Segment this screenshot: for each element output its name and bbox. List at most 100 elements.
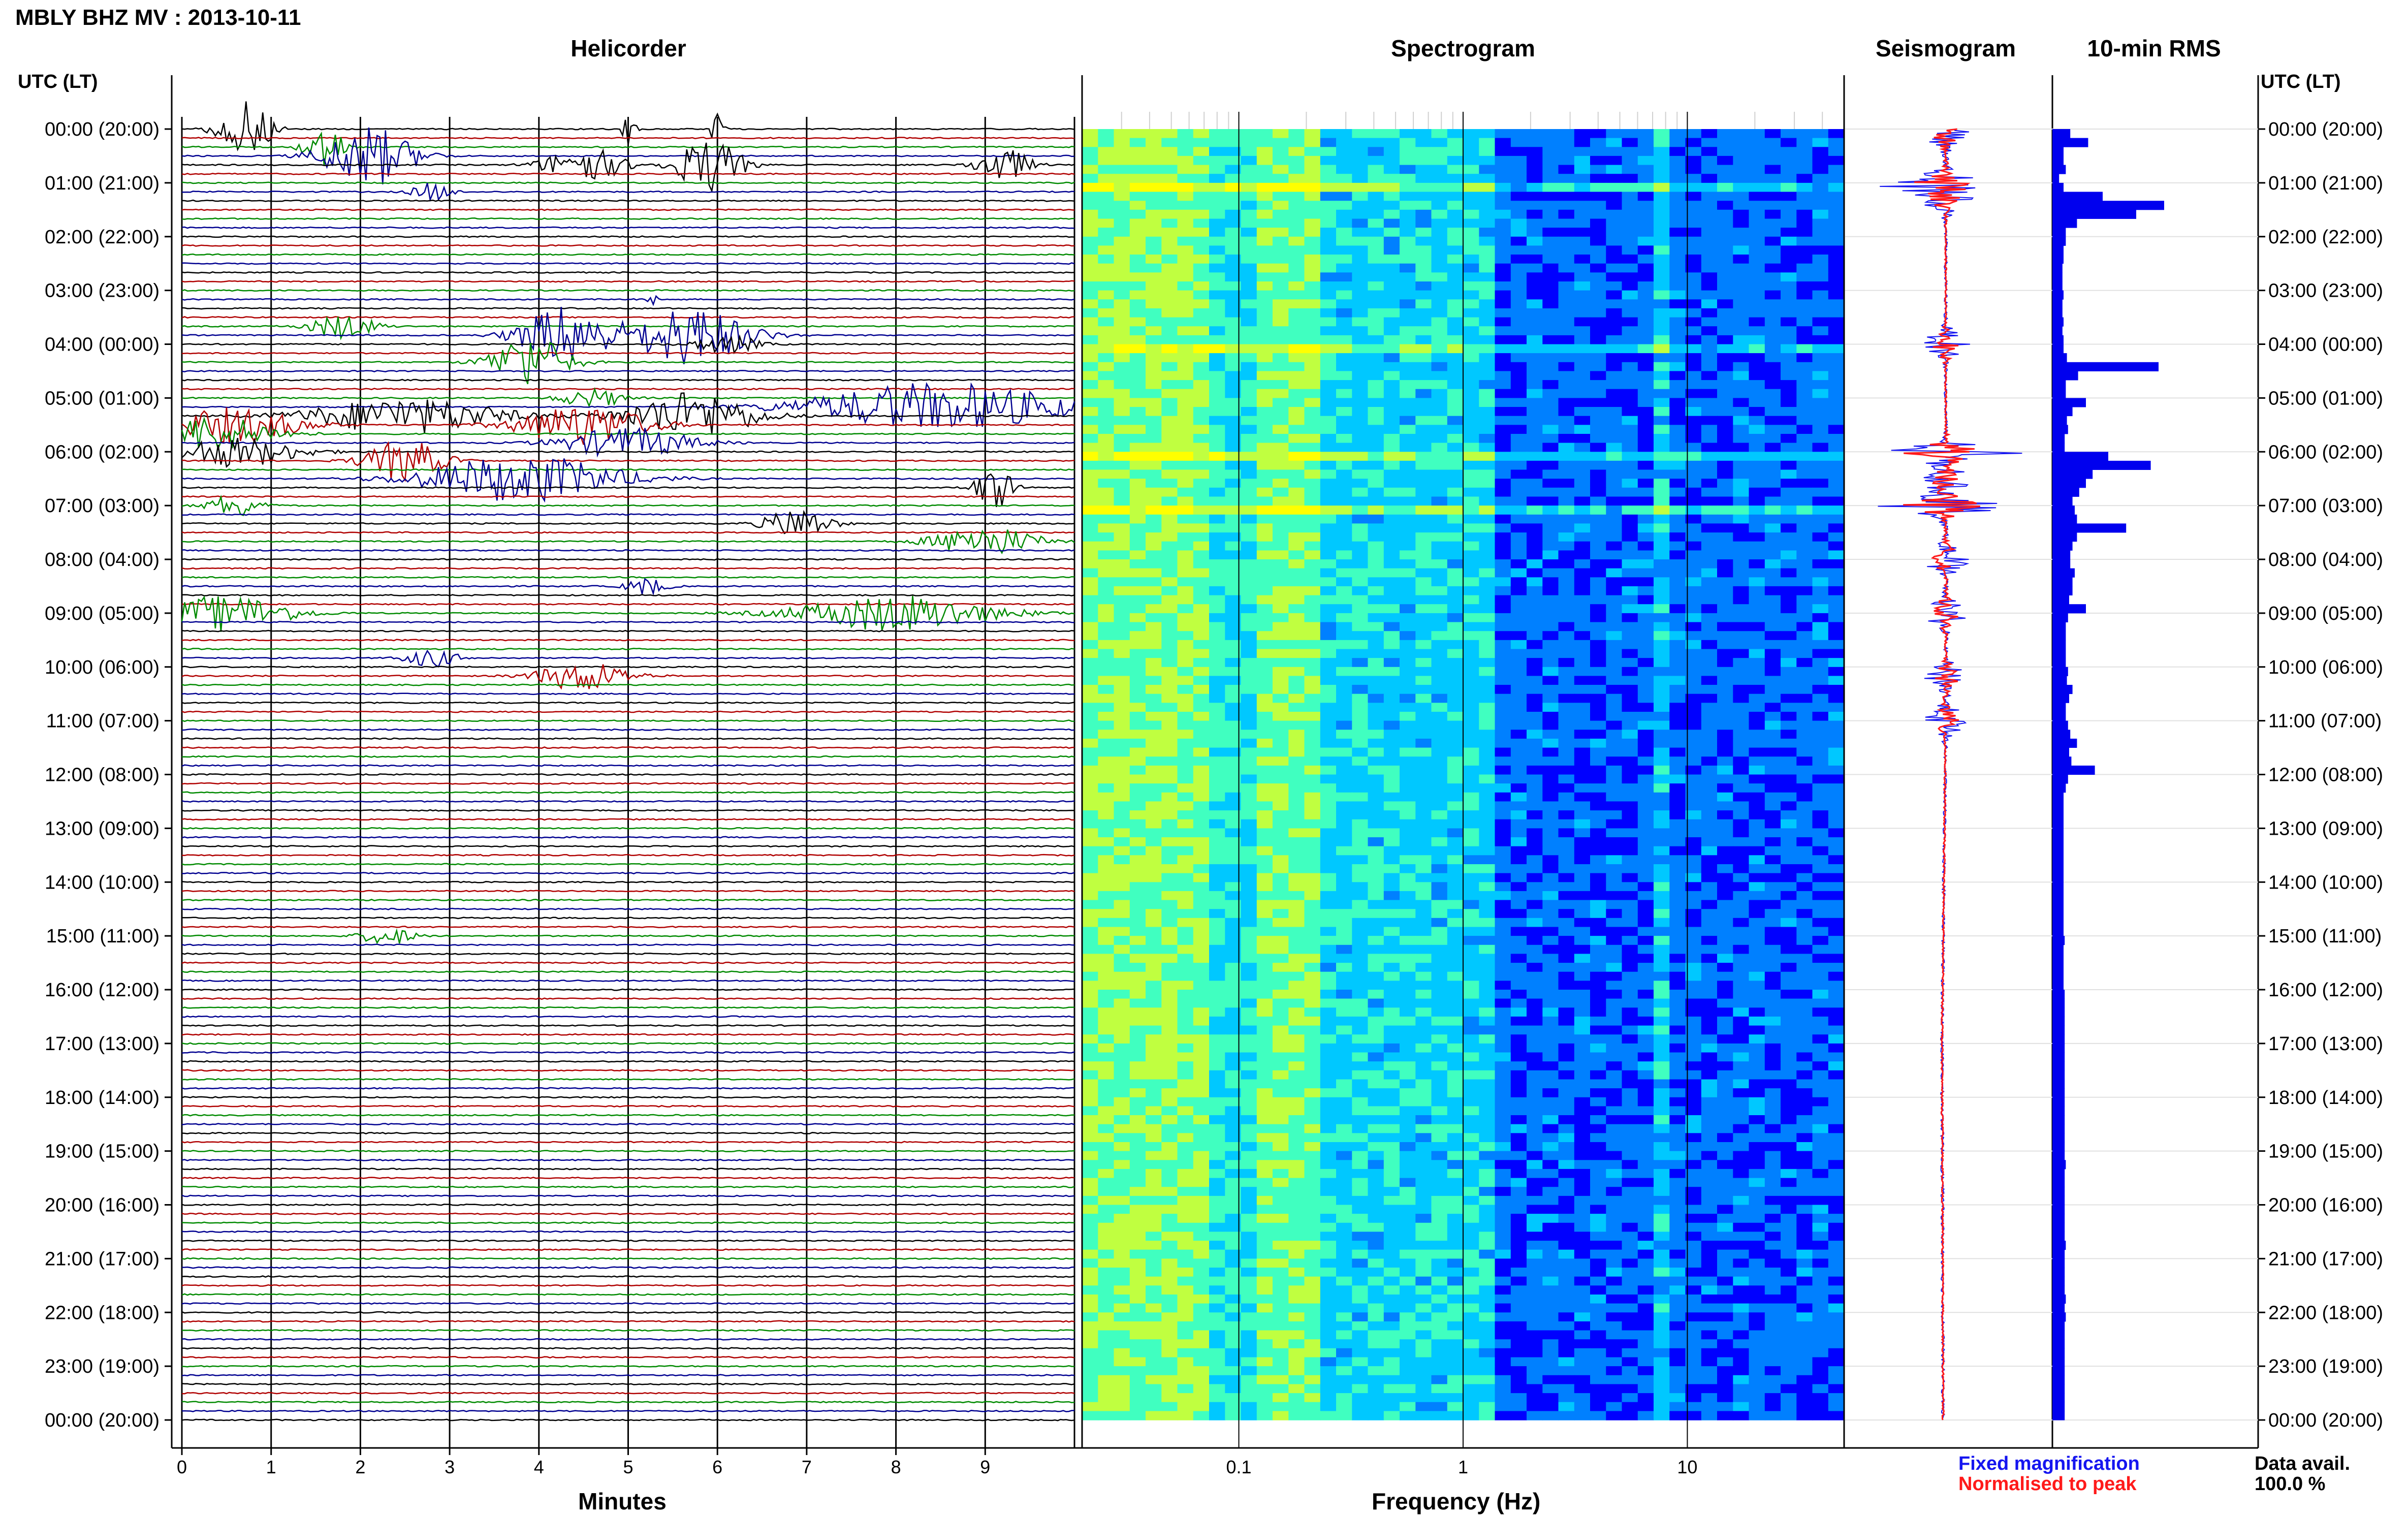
spectrogram-cell	[1495, 218, 1511, 228]
spectrogram-cell	[1320, 810, 1337, 820]
spectrogram-cell	[1273, 155, 1289, 166]
spectrogram-cell	[1717, 541, 1734, 551]
spectrogram-cell	[1479, 469, 1496, 479]
spectrogram-cell	[1320, 667, 1337, 677]
spectrogram-cell	[1637, 774, 1654, 784]
spectrogram-cell	[1241, 801, 1257, 811]
spectrogram-cell	[1781, 891, 1797, 901]
spectrogram-cell	[1733, 730, 1750, 739]
spectrogram-cell	[1129, 496, 1146, 506]
spectrogram-cell	[1764, 981, 1781, 990]
spectrogram-cell	[1256, 855, 1273, 865]
spectrogram-cell	[1764, 864, 1781, 874]
spectrogram-cell	[1510, 756, 1527, 766]
spectrogram-cell	[1400, 523, 1416, 533]
spectrogram-cell	[1368, 389, 1384, 398]
spectrogram-cell	[1781, 496, 1797, 506]
spectrogram-cell	[1828, 487, 1845, 497]
spectrogram-cell	[1304, 407, 1321, 417]
spectrogram-cell	[1479, 380, 1496, 390]
spectrogram-cell	[1558, 425, 1575, 434]
spectrogram-cell	[1654, 595, 1670, 605]
spectrogram-cell	[1510, 649, 1527, 658]
spectrogram-cell	[1352, 882, 1369, 892]
spectrogram-cell	[1304, 541, 1321, 551]
spectrogram-cell	[1542, 738, 1559, 748]
spectrogram-cell	[1510, 174, 1527, 183]
spectrogram-cell	[1495, 954, 1511, 963]
spectrogram-cell	[1606, 174, 1623, 183]
spectrogram-cell	[1685, 272, 1702, 282]
spectrogram-cell	[1129, 882, 1146, 892]
spectrogram-cell	[1352, 613, 1369, 623]
spectrogram-cell	[1622, 559, 1638, 569]
spectrogram-cell	[1400, 147, 1416, 156]
spectrogram-cell	[1574, 407, 1591, 417]
spectrogram-cell	[1241, 147, 1257, 156]
spectrogram-cell	[1764, 640, 1781, 650]
spectrogram-cell	[1225, 218, 1242, 228]
spectrogram-cell	[1495, 801, 1511, 811]
spectrogram-cell	[1764, 245, 1781, 255]
spectrogram-cell	[1129, 380, 1146, 390]
spectrogram-cell	[1161, 1025, 1178, 1035]
spectrogram-cell	[1368, 559, 1384, 569]
spectrogram-cell	[1352, 810, 1369, 820]
spectrogram-cell	[1781, 981, 1797, 990]
spectrogram-cell	[1558, 496, 1575, 506]
spectrogram-cell	[1654, 685, 1670, 695]
spectrogram-cell	[1241, 129, 1257, 139]
spectrogram-cell	[1352, 577, 1369, 587]
spectrogram-cell	[1527, 147, 1543, 156]
spectrogram-cell	[1447, 398, 1464, 407]
spectrogram-cell	[1129, 1043, 1146, 1053]
spectrogram-cell	[1415, 954, 1432, 963]
spectrogram-cell	[1241, 299, 1257, 309]
spectrogram-cell	[1622, 479, 1638, 488]
spectrogram-cell	[1685, 864, 1702, 874]
spectrogram-cell	[1114, 971, 1130, 981]
spectrogram-cell	[1654, 640, 1670, 650]
spectrogram-cell	[1225, 855, 1242, 865]
spectrogram-cell	[1209, 228, 1226, 237]
spectrogram-cell	[1288, 460, 1305, 470]
spectrogram-cell	[1177, 730, 1194, 739]
spectrogram-cell	[1114, 281, 1130, 291]
spectrogram-cell	[1320, 1052, 1337, 1062]
spectrogram-cell	[1606, 765, 1623, 775]
spectrogram-cell	[1193, 649, 1210, 658]
spectrogram-cell	[1701, 622, 1718, 632]
spectrogram-cell	[1336, 326, 1353, 336]
spectrogram-cell	[1304, 182, 1321, 193]
spectrogram-cell	[1749, 873, 1765, 882]
spectrogram-cell	[1256, 550, 1273, 560]
spectrogram-cell	[1177, 452, 1194, 461]
spectrogram-cell	[1637, 201, 1654, 210]
spectrogram-cell	[1781, 703, 1797, 712]
spectrogram-cell	[1273, 963, 1289, 972]
spectrogram-cell	[1637, 613, 1654, 623]
spectrogram-cell	[1146, 1052, 1162, 1062]
spectrogram-cell	[1336, 712, 1353, 721]
spectrogram-cell	[1749, 389, 1765, 398]
spectrogram-cell	[1622, 317, 1638, 327]
spectrogram-cell	[1479, 640, 1496, 650]
spectrogram-cell	[1352, 927, 1369, 936]
spectrogram-cell	[1542, 192, 1559, 201]
spectrogram-cell	[1400, 326, 1416, 336]
spectrogram-cell	[1288, 209, 1305, 219]
spectrogram-cell	[1336, 676, 1353, 685]
spectrogram-cell	[1812, 738, 1829, 748]
spectrogram-cell	[1510, 900, 1527, 909]
spectrogram-cell	[1288, 1034, 1305, 1044]
spectrogram-cell	[1574, 649, 1591, 658]
spectrogram-cell	[1368, 649, 1384, 658]
spectrogram-cell	[1225, 568, 1242, 578]
spectrogram-cell	[1637, 460, 1654, 470]
spectrogram-cell	[1098, 371, 1115, 381]
spectrogram-cell	[1812, 667, 1829, 677]
spectrogram-cell	[1637, 326, 1654, 336]
spectrogram-cell	[1177, 1052, 1194, 1062]
spectrogram-cell	[1749, 640, 1765, 650]
spectrogram-cell	[1749, 182, 1765, 193]
